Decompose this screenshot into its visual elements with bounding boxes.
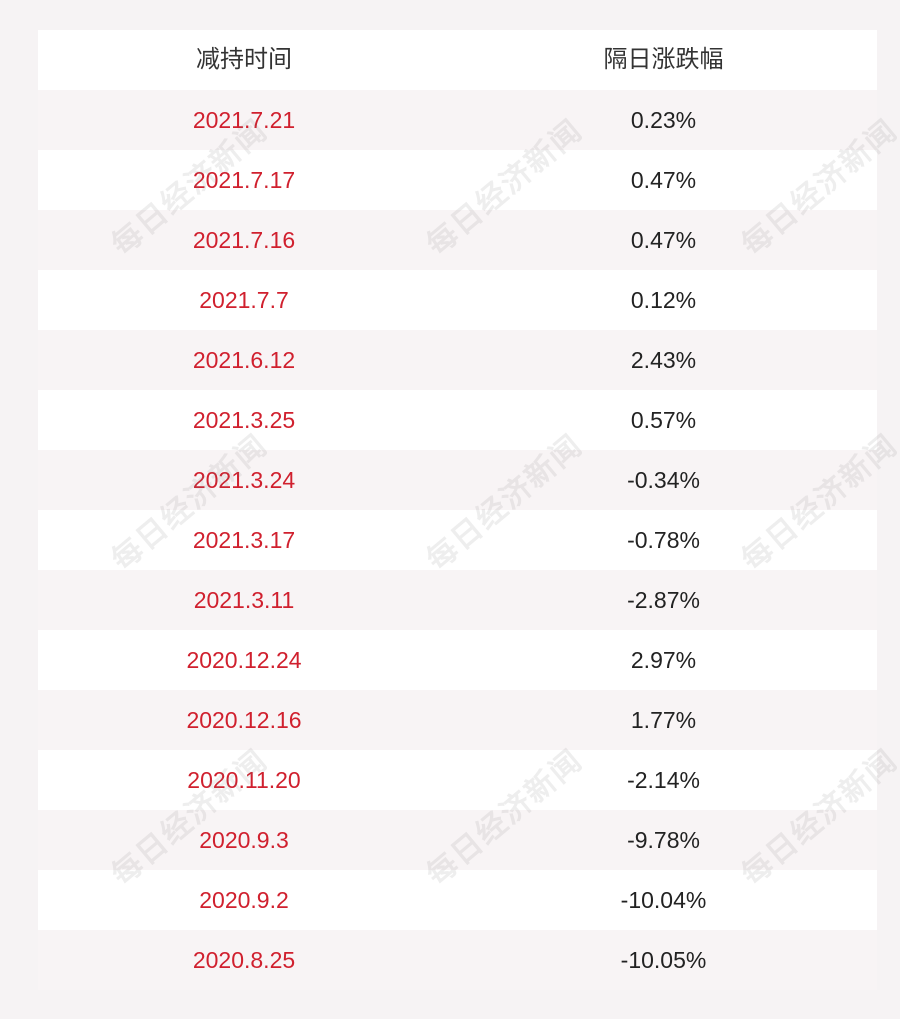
row-change: -0.78% (627, 527, 700, 553)
table-header-row: 减持时间 隔日涨跌幅 (38, 30, 877, 90)
table-row: 2021.3.17 -0.78% (38, 510, 877, 570)
row-change: 0.47% (630, 227, 697, 253)
table-row: 2021.7.16 0.47% (38, 210, 877, 270)
header-date-column: 减持时间 (196, 46, 292, 73)
table-row: 2021.3.24 -0.34% (38, 450, 877, 510)
row-date: 2020.11.20 (187, 767, 301, 793)
table-row: 2021.7.7 0.12% (38, 270, 877, 330)
row-date: 2020.12.24 (186, 647, 302, 673)
table-row: 2020.12.24 2.97% (38, 630, 877, 690)
row-change: 0.57% (630, 407, 697, 433)
row-change: 2.43% (630, 347, 697, 373)
table-row: 2020.9.3 -9.78% (38, 810, 877, 870)
row-change: -2.87% (627, 587, 700, 613)
row-date: 2021.6.12 (192, 347, 296, 373)
row-change: -2.14% (627, 767, 700, 793)
row-change: 0.47% (630, 167, 697, 193)
row-change: 2.97% (630, 647, 697, 673)
row-change: 0.12% (630, 287, 697, 313)
row-date: 2021.7.21 (192, 107, 296, 133)
row-change: -10.04% (620, 887, 707, 913)
table-row: 2021.3.11 -2.87% (38, 570, 877, 630)
table-row: 2021.7.17 0.47% (38, 150, 877, 210)
row-change: 0.23% (630, 107, 697, 133)
row-date: 2021.3.17 (192, 527, 296, 553)
row-date: 2021.7.16 (192, 227, 296, 253)
table-body: 2021.7.21 0.23% 2021.7.17 0.47% 2021.7.16 0.4… (38, 90, 877, 990)
table-row: 2021.3.25 0.57% (38, 390, 877, 450)
row-date: 2020.12.16 (186, 707, 302, 733)
row-date: 2021.7.7 (199, 287, 289, 313)
table-row: 2020.12.16 1.77% (38, 690, 877, 750)
table-row: 2020.11.20 -2.14% (38, 750, 877, 810)
row-change: 1.77% (630, 707, 697, 733)
sell-down-table: 减持时间 隔日涨跌幅 2021.7.21 0.23% 2021.7.17 0.47% 2… (38, 30, 877, 990)
row-date: 2020.9.3 (199, 827, 289, 853)
row-date: 2021.3.24 (192, 467, 296, 493)
row-date: 2020.9.2 (199, 887, 289, 913)
row-date: 2020.8.25 (192, 947, 296, 973)
table-row: 2021.7.21 0.23% (38, 90, 877, 150)
table-row: 2021.6.12 2.43% (38, 330, 877, 390)
row-date: 2021.3.11 (193, 587, 295, 613)
table-row: 2020.9.2 -10.04% (38, 870, 877, 930)
row-change: -9.78% (627, 827, 700, 853)
header-change-column: 隔日涨跌幅 (603, 46, 724, 73)
row-change: -10.05% (620, 947, 707, 973)
row-date: 2021.7.17 (192, 167, 296, 193)
row-date: 2021.3.25 (192, 407, 296, 433)
table-row: 2020.8.25 -10.05% (38, 930, 877, 990)
row-change: -0.34% (627, 467, 700, 493)
